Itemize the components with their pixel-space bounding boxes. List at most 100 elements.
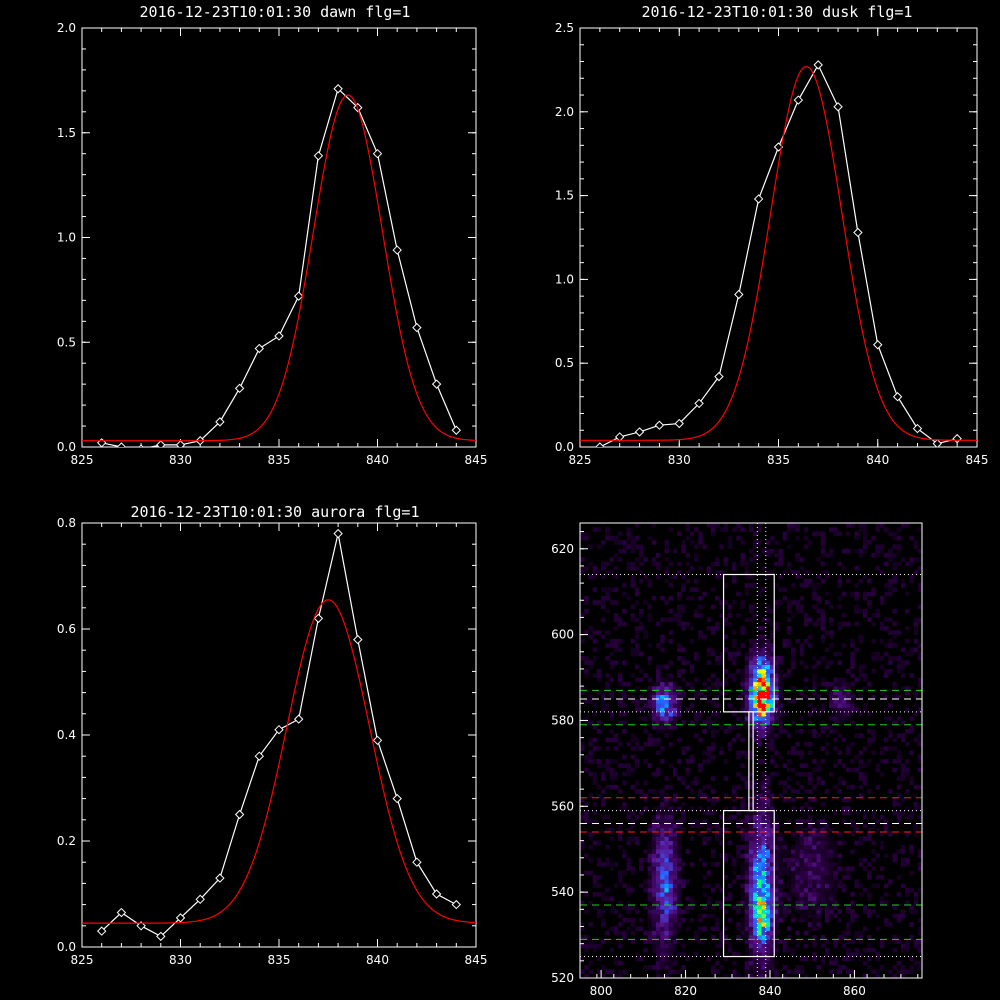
heatmap-cell xyxy=(748,574,754,580)
heatmap-cell xyxy=(888,583,893,588)
heatmap-cell xyxy=(592,840,598,846)
heatmap-cell xyxy=(917,565,923,571)
heatmap-cell xyxy=(618,900,623,906)
y-tick-label: 0.4 xyxy=(57,728,76,742)
heatmap-cell xyxy=(740,922,745,927)
heatmap-cell xyxy=(639,578,644,584)
heatmap-cell xyxy=(761,973,767,979)
heatmap-cell xyxy=(774,553,779,558)
heatmap-cell xyxy=(740,694,745,700)
heatmap-cell xyxy=(791,583,796,588)
heatmap-cell xyxy=(672,866,678,871)
heatmap-cell xyxy=(630,810,636,816)
heatmap-cell xyxy=(660,952,665,957)
heatmap-cell xyxy=(748,973,754,979)
y-tick-label: 0.0 xyxy=(57,440,76,454)
heatmap-cell xyxy=(744,849,750,854)
heatmap-cell xyxy=(715,626,720,631)
heatmap-cell xyxy=(829,896,834,902)
heatmap-cell xyxy=(634,557,640,562)
heatmap-cell xyxy=(824,917,830,923)
heatmap-cell xyxy=(917,965,923,970)
heatmap-cell xyxy=(900,862,906,867)
heatmap-cell xyxy=(740,630,745,635)
heatmap-cell xyxy=(871,729,876,734)
heatmap-cell xyxy=(765,802,771,807)
heatmap-cell xyxy=(888,587,893,592)
heatmap-cell xyxy=(643,883,648,889)
heatmap-cell xyxy=(837,677,843,683)
heatmap-cell xyxy=(618,690,623,695)
heatmap-cell xyxy=(812,879,817,884)
heatmap-cell xyxy=(748,922,754,927)
heatmap-cell xyxy=(723,527,729,532)
heatmap-cell xyxy=(820,849,826,854)
heatmap-cell xyxy=(905,729,910,734)
heatmap-cell xyxy=(761,935,767,940)
heatmap-cell xyxy=(592,703,598,708)
heatmap-cell xyxy=(770,832,775,837)
heatmap-cell xyxy=(803,917,809,923)
heatmap-cell xyxy=(846,806,851,811)
heatmap-cell xyxy=(580,557,585,562)
heatmap-cell xyxy=(782,866,788,871)
heatmap-cell xyxy=(664,973,669,979)
heatmap-cell xyxy=(816,874,821,880)
heatmap-cell xyxy=(618,789,623,794)
heatmap-cell xyxy=(744,570,750,575)
heatmap-cell xyxy=(850,939,855,944)
heatmap-cell xyxy=(668,952,674,957)
heatmap-cell xyxy=(765,969,771,975)
heatmap-cell xyxy=(656,883,661,889)
heatmap-cell xyxy=(656,939,661,944)
heatmap-cell xyxy=(757,913,762,919)
heatmap-cell xyxy=(761,866,767,871)
heatmap-cell xyxy=(748,939,754,944)
heatmap-cell xyxy=(744,806,750,811)
data-point-diamond xyxy=(734,289,744,300)
heatmap-cell xyxy=(744,913,750,919)
heatmap-cell xyxy=(765,853,771,859)
fit-curve-red xyxy=(82,599,476,924)
heatmap-cell xyxy=(808,780,813,786)
heatmap-cell xyxy=(778,553,783,558)
heatmap-cell xyxy=(647,698,653,704)
heatmap-cell xyxy=(837,651,843,657)
heatmap-cell xyxy=(791,870,796,876)
heatmap-cell xyxy=(774,926,779,932)
heatmap-cell xyxy=(841,720,847,726)
heatmap-cell xyxy=(681,621,686,627)
heatmap-cell xyxy=(672,887,678,893)
heatmap-cell xyxy=(753,973,758,979)
heatmap-cell xyxy=(757,711,762,717)
heatmap-cell xyxy=(892,643,897,648)
heatmap-cell xyxy=(799,583,805,588)
heatmap-cell xyxy=(875,853,881,859)
heatmap-cell xyxy=(862,887,868,893)
heatmap-cell xyxy=(660,797,665,803)
heatmap-cell xyxy=(778,836,783,841)
heatmap-cell xyxy=(812,922,817,927)
heatmap-cell xyxy=(846,711,851,717)
heatmap-cell xyxy=(833,853,838,859)
heatmap-cell xyxy=(782,673,788,678)
heatmap-cell xyxy=(774,862,779,867)
heatmap-cell xyxy=(639,651,644,657)
heatmap-cell xyxy=(588,969,593,975)
heatmap-cell xyxy=(774,853,779,859)
heatmap-cell xyxy=(791,917,796,923)
heatmap-cell xyxy=(837,690,843,695)
heatmap-cell xyxy=(706,523,712,528)
heatmap-cell xyxy=(905,887,910,893)
heatmap-cell xyxy=(618,969,623,975)
heatmap-cell xyxy=(630,613,636,618)
heatmap-cell xyxy=(782,870,788,876)
heatmap-cell xyxy=(656,686,661,691)
heatmap-cell xyxy=(651,926,657,932)
heatmap-cell xyxy=(596,668,602,674)
heatmap-cell xyxy=(761,677,767,683)
data-point-diamond xyxy=(674,418,684,429)
heatmap-cell xyxy=(656,707,661,713)
heatmap-cell xyxy=(799,823,805,829)
heatmap-cell xyxy=(601,595,606,601)
